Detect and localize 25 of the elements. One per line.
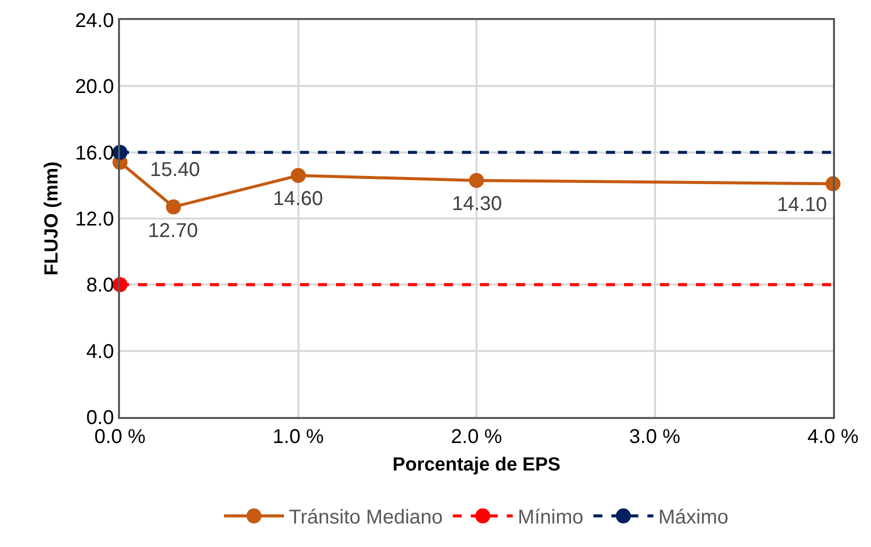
legend-label: Tránsito Mediano <box>289 506 443 529</box>
x-tick-label: 4.0 % <box>807 426 859 448</box>
y-tick-label: 8.0 <box>86 274 114 297</box>
x-tick-label: 2.0 % <box>450 426 502 448</box>
y-tick-label: 20.0 <box>75 76 114 98</box>
data-label: 14.30 <box>452 193 502 215</box>
x-tick-label: 0.0 % <box>94 426 146 448</box>
x-axis-title: Porcentaje de EPS <box>392 454 560 476</box>
y-tick-label: 0.0 <box>86 407 114 429</box>
x-tick-label: 3.0 % <box>629 426 681 448</box>
legend-label: Mínimo <box>518 506 584 529</box>
point <box>469 172 484 188</box>
y-tick-label: 16.0 <box>75 142 114 164</box>
point <box>166 199 181 214</box>
legend-label: Máximo <box>658 506 728 529</box>
data-label: 15.40 <box>150 159 200 181</box>
x-tick-label: 1.0 % <box>272 426 324 448</box>
y-tick-label: 4.0 <box>86 340 114 363</box>
point <box>290 168 306 183</box>
data-label: 14.10 <box>777 194 828 216</box>
y-axis-title: FLUJO (mm) <box>41 162 62 276</box>
data-label: 12.70 <box>148 220 198 242</box>
y-tick-label: 12.0 <box>75 208 114 230</box>
data-label: 14.60 <box>273 188 324 210</box>
y-tick-label: 24.0 <box>75 10 114 32</box>
